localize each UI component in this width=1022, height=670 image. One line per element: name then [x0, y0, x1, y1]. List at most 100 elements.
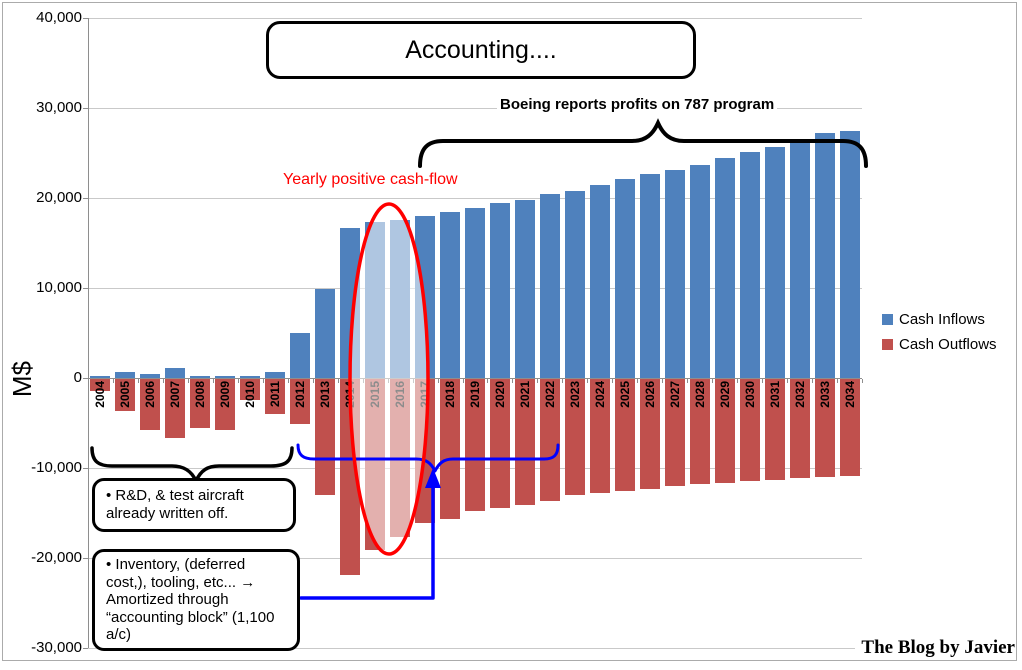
y-axis-label--30000: -30,000: [31, 639, 82, 656]
bar-cash-outflows-2012: [290, 379, 311, 424]
y-axis-label-0: 0: [73, 369, 82, 386]
x-axis-tick: [512, 379, 514, 383]
x-axis-label-2010: 2010: [243, 381, 258, 408]
x-axis-tick: [462, 379, 464, 383]
rd-writeoff-callout: • R&D, & test aircraft already written o…: [92, 478, 296, 532]
bar-cash-inflows-2016: [390, 220, 411, 378]
bar-cash-inflows-2028: [689, 164, 710, 378]
bar-cash-outflows-2010: [240, 379, 261, 400]
x-axis-label-2026: 2026: [642, 381, 657, 408]
x-axis-label-2017: 2017: [418, 381, 433, 408]
bar-cash-inflows-2026: [639, 174, 660, 378]
black-brace-2004-2011: [90, 446, 294, 486]
bar-cash-outflows-2027: [664, 379, 685, 487]
bar-cash-outflows-2030: [739, 379, 760, 481]
bar-cash-inflows-2012: [290, 333, 311, 378]
legend-label: Cash Inflows: [899, 311, 985, 328]
x-axis-tick: [587, 379, 589, 383]
x-axis-label-2009: 2009: [218, 381, 233, 408]
bar-cash-outflows-2007: [165, 379, 186, 438]
x-axis-tick: [487, 379, 489, 383]
x-axis-label-2033: 2033: [817, 381, 832, 408]
x-axis-tick: [737, 379, 739, 383]
cash-outflows-swatch-icon: [882, 339, 893, 350]
x-axis-tick: [762, 379, 764, 383]
gridline-30000: [88, 108, 862, 109]
bar-cash-inflows-2021: [514, 199, 535, 378]
x-axis-label-2031: 2031: [767, 381, 782, 408]
x-axis-tick: [362, 379, 364, 383]
x-axis-label-2013: 2013: [318, 381, 333, 408]
x-axis-tick: [287, 379, 289, 383]
bar-cash-inflows-2009: [215, 376, 236, 378]
y-axis-label--10000: -10,000: [31, 459, 82, 476]
y-axis-label-40000: 40,000: [36, 9, 82, 26]
x-axis-tick: [212, 379, 214, 383]
bar-cash-outflows-2020: [489, 379, 510, 508]
x-axis-label-2014: 2014: [343, 381, 358, 408]
y-axis-tick: [83, 108, 88, 109]
x-axis-tick: [662, 379, 664, 383]
watermark: The Blog by Javier: [855, 637, 1015, 659]
x-axis-tick: [712, 379, 714, 383]
x-axis-tick: [637, 379, 639, 383]
x-axis-label-2024: 2024: [592, 381, 607, 408]
x-axis-label-2016: 2016: [393, 381, 408, 408]
bar-cash-inflows-2008: [190, 375, 211, 378]
x-axis-tick: [88, 379, 89, 383]
x-axis-label-2012: 2012: [293, 381, 308, 408]
cash-inflows-swatch-icon: [882, 314, 893, 325]
x-axis-tick: [337, 379, 339, 383]
bar-cash-outflows-2004: [90, 379, 111, 391]
gridline--20000: [88, 558, 862, 559]
x-axis-tick: [137, 379, 139, 383]
x-axis-label-2029: 2029: [717, 381, 732, 408]
gridline-0: [88, 378, 862, 379]
bar-cash-inflows-2006: [140, 373, 161, 378]
x-axis-tick: [237, 379, 239, 383]
x-axis-label-2021: 2021: [517, 381, 532, 408]
x-axis-tick: [837, 379, 839, 383]
x-axis-tick: [312, 379, 314, 383]
x-axis-label-2007: 2007: [168, 381, 183, 408]
y-axis-tick: [83, 378, 88, 379]
legend-item-cash-inflows: Cash Inflows: [882, 311, 997, 328]
bar-cash-inflows-2013: [315, 288, 336, 378]
x-axis-label-2027: 2027: [667, 381, 682, 408]
y-axis-line: [88, 18, 89, 648]
x-axis-label-2023: 2023: [567, 381, 582, 408]
bar-cash-outflows-2033: [814, 379, 835, 478]
bar-cash-inflows-2025: [614, 179, 635, 378]
bar-cash-inflows-2027: [664, 169, 685, 378]
x-axis-label-2025: 2025: [617, 381, 632, 408]
x-axis-label-2006: 2006: [143, 381, 158, 408]
legend-item-cash-outflows: Cash Outflows: [882, 336, 997, 353]
bar-cash-outflows-2014: [340, 379, 361, 576]
bar-cash-inflows-2024: [589, 185, 610, 378]
gridline--30000: [88, 648, 862, 649]
x-axis-tick: [387, 379, 389, 383]
y-axis-tick: [83, 198, 88, 199]
legend: Cash Inflows Cash Outflows: [882, 311, 997, 361]
y-axis-tick: [83, 18, 88, 19]
bar-cash-inflows-2032: [789, 139, 810, 378]
y-axis-title: M$: [7, 361, 37, 398]
x-axis-label-2034: 2034: [842, 381, 857, 408]
y-axis-label-20000: 20,000: [36, 189, 82, 206]
y-axis-label--20000: -20,000: [31, 549, 82, 566]
y-axis-label-10000: 10,000: [36, 279, 82, 296]
bar-cash-inflows-2033: [814, 133, 835, 378]
x-axis-tick: [612, 379, 614, 383]
x-axis-tick: [412, 379, 414, 383]
gridline-40000: [88, 18, 862, 19]
bar-cash-outflows-2006: [140, 379, 161, 431]
bar-cash-inflows-2034: [839, 130, 860, 378]
x-axis-label-2015: 2015: [368, 381, 383, 408]
x-axis-tick: [687, 379, 689, 383]
x-axis-label-2030: 2030: [742, 381, 757, 408]
bar-cash-outflows-2029: [714, 379, 735, 483]
bar-cash-inflows-2011: [265, 372, 286, 378]
x-axis-tick: [262, 379, 264, 383]
bar-cash-outflows-2024: [589, 379, 610, 494]
